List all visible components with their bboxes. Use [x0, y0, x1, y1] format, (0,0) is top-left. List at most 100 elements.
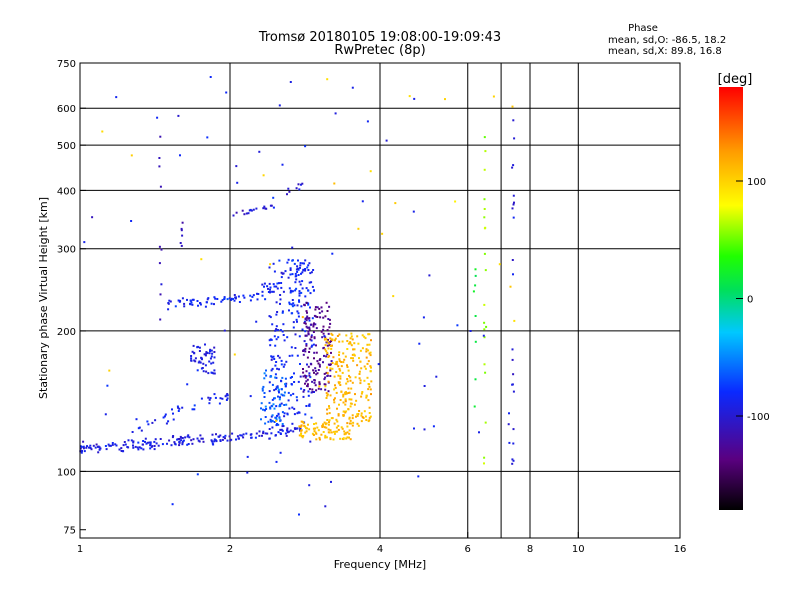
y-tick-label: 100: [57, 467, 76, 478]
data-point: [135, 418, 138, 421]
data-point: [210, 362, 213, 365]
data-point: [361, 334, 364, 337]
data-point: [221, 438, 224, 441]
data-point: [306, 356, 309, 359]
data-point: [305, 316, 308, 319]
data-point: [304, 330, 307, 333]
data-point: [109, 444, 112, 447]
data-point: [297, 380, 300, 383]
data-point: [242, 433, 245, 436]
data-point: [370, 393, 372, 396]
data-point: [313, 357, 315, 360]
data-point: [98, 448, 101, 451]
data-point: [255, 207, 258, 210]
data-point: [292, 326, 295, 329]
data-point: [196, 369, 199, 372]
data-point: [350, 422, 352, 425]
data-point: [333, 432, 336, 435]
data-point: [326, 394, 329, 397]
data-point: [302, 350, 305, 352]
data-point: [367, 349, 370, 352]
data-point: [187, 443, 190, 445]
data-point: [345, 437, 348, 440]
data-point: [361, 200, 364, 203]
data-point: [275, 424, 278, 427]
data-point: [261, 434, 263, 437]
data-point: [342, 410, 345, 413]
data-point: [206, 136, 209, 139]
data-point: [270, 358, 273, 361]
data-point: [211, 440, 214, 443]
data-point: [366, 362, 369, 365]
data-point: [190, 301, 193, 304]
data-point: [289, 269, 292, 271]
data-point: [315, 389, 318, 392]
data-point: [327, 318, 330, 320]
data-point: [263, 377, 266, 380]
data-point: [291, 406, 294, 409]
data-point: [289, 273, 292, 276]
data-point: [327, 390, 330, 393]
data-point: [270, 338, 273, 341]
data-point: [511, 348, 514, 351]
data-point: [235, 165, 238, 168]
data-point: [323, 335, 326, 338]
data-point: [342, 414, 345, 417]
data-point: [95, 443, 98, 446]
data-point: [330, 360, 333, 363]
data-point: [177, 406, 180, 409]
data-point: [336, 335, 339, 337]
data-point: [363, 365, 366, 368]
data-point: [271, 290, 274, 293]
data-point: [280, 363, 283, 366]
data-point: [474, 274, 477, 277]
data-point: [242, 436, 245, 439]
data-point: [181, 442, 184, 444]
data-point: [483, 303, 486, 306]
data-point: [97, 445, 100, 448]
data-point: [104, 445, 107, 447]
data-point: [228, 297, 231, 300]
data-point: [368, 343, 371, 346]
data-point: [171, 436, 174, 439]
data-point: [269, 316, 272, 319]
data-point: [360, 392, 363, 395]
data-point: [328, 421, 330, 424]
data-point: [298, 290, 301, 293]
data-point: [186, 298, 188, 301]
data-point: [200, 258, 203, 261]
data-point: [209, 76, 212, 78]
data-point: [296, 310, 299, 313]
data-point: [252, 208, 255, 211]
data-point: [173, 441, 176, 444]
data-point: [273, 397, 276, 400]
data-point: [288, 430, 290, 433]
data-point: [181, 443, 184, 446]
data-point: [323, 372, 326, 375]
data-point: [338, 354, 340, 356]
data-point: [310, 323, 313, 326]
data-point: [333, 430, 335, 433]
data-point: [149, 447, 152, 450]
data-point: [288, 301, 291, 304]
data-point: [192, 298, 195, 301]
data-point: [142, 448, 145, 451]
data-point: [324, 336, 327, 339]
data-point: [305, 310, 308, 313]
data-point: [174, 305, 177, 308]
data-point: [294, 272, 297, 275]
data-point: [278, 104, 281, 107]
data-point: [303, 303, 306, 306]
data-point: [284, 385, 287, 388]
data-point: [264, 298, 267, 301]
data-point: [292, 321, 295, 324]
data-point: [268, 339, 271, 342]
data-point: [294, 333, 297, 336]
data-point: [334, 384, 336, 387]
data-point: [86, 445, 88, 448]
data-point: [311, 380, 314, 383]
data-point: [140, 447, 143, 450]
data-point: [305, 319, 308, 322]
data-point: [316, 372, 319, 375]
data-point: [432, 425, 435, 428]
